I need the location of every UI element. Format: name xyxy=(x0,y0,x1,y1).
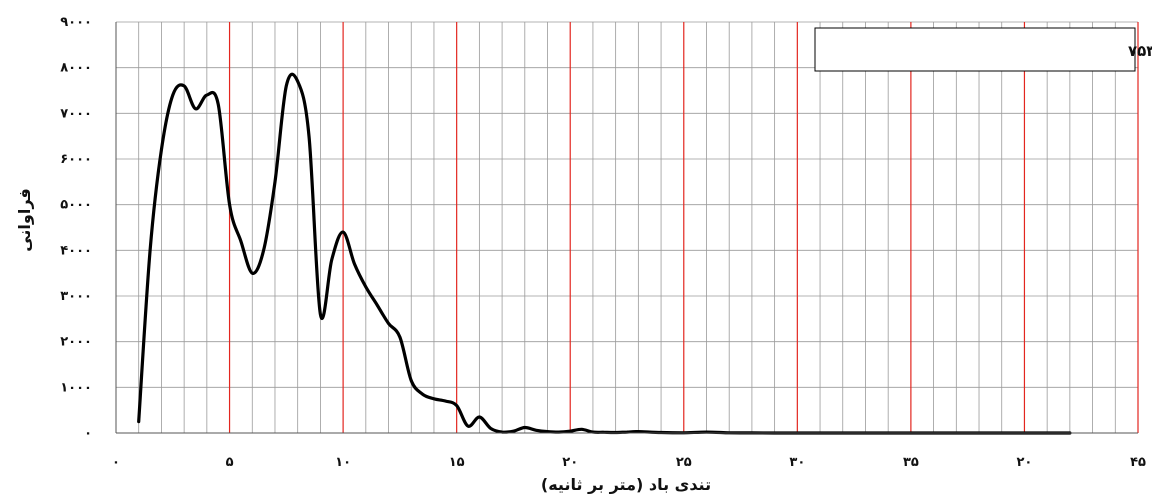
x-tick-label: ۰ xyxy=(112,455,120,470)
x-tick-label: ۴۵ xyxy=(1130,455,1146,470)
x-tick-label: ۱۰ xyxy=(335,455,351,470)
x-tick-label: ۳۵ xyxy=(903,455,919,470)
y-tick-label: ۲۰۰۰ xyxy=(60,335,92,350)
y-tick-label: ۰ xyxy=(84,426,92,441)
y-tick-label: ۹۰۰۰ xyxy=(60,15,92,30)
y-tick-label: ۸۰۰۰ xyxy=(60,61,92,76)
y-tick-label: ۱۰۰۰ xyxy=(60,380,92,395)
x-axis-title: تندی باد (متر بر ثانیه) xyxy=(541,475,711,494)
x-tick-label: ۱۵ xyxy=(449,455,465,470)
y-axis-title: فراوانی xyxy=(15,188,34,252)
x-tick-label: ۲۰ xyxy=(1017,455,1033,470)
axes: ۰ ۵ ۱۰ ۱۵ ۲۰ ۲۵ ۳۰ ۳۵ ۲۰ ۴۵ ۰ ۱۰۰۰ ۲۰۰۰ ۳۰۰۰ ۴۰۰۰ ۵۰۰۰ ۶… xyxy=(60,15,1146,470)
y-tick-label: ۳۰۰۰ xyxy=(60,289,92,304)
x-tick-label: ۵ xyxy=(226,455,234,470)
y-tick-label: ۵۰۰۰ xyxy=(60,198,92,213)
y-tick-label: ۷۰۰۰ xyxy=(60,106,92,121)
x-tick-label: ۲۰ xyxy=(562,455,578,470)
x-tick-label: ۲۵ xyxy=(676,455,692,470)
legend-box: فراوانی کل دیده بانی ها ۷۵۳۵۴ xyxy=(814,27,1152,72)
chart-title: فراوانی کل دیده بانی ها ۷۵۳۵۴ xyxy=(1128,42,1152,60)
y-tick-label: ۶۰۰۰ xyxy=(60,152,92,167)
y-tick-label: ۴۰۰۰ xyxy=(60,243,92,258)
x-tick-label: ۳۰ xyxy=(789,455,805,470)
